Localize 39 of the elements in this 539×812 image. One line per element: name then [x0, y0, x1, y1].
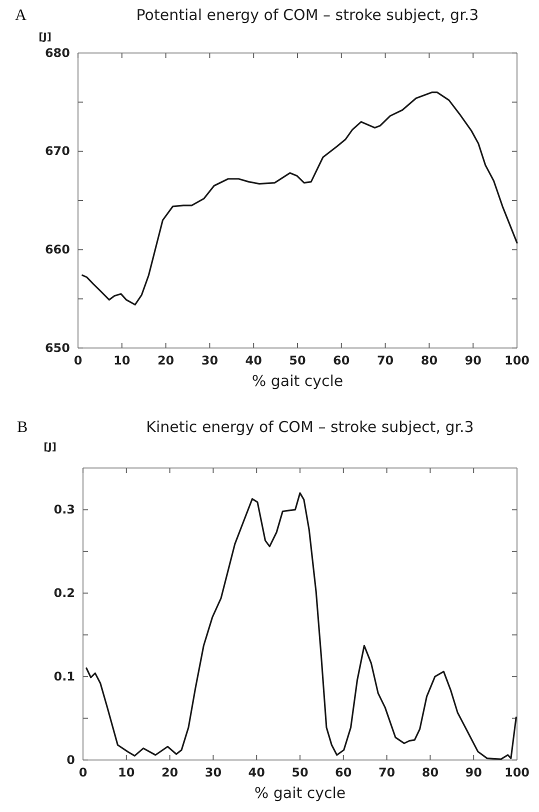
x-axis-title: % gait cycle	[254, 784, 346, 802]
y-tick-label: 680	[44, 46, 70, 60]
text: B	[17, 419, 28, 436]
x-tick-label: 20	[157, 354, 174, 368]
text: A	[15, 7, 27, 24]
x-tick-label: 90	[464, 354, 482, 368]
x-tick-label: 30	[204, 766, 222, 780]
y-tick-label: 670	[44, 144, 70, 158]
y-tick-label: 0.1	[54, 669, 75, 684]
y-axis-title: [J]	[38, 32, 52, 43]
chart-title: Potential energy of COM – stroke subject, gr.3	[136, 6, 479, 24]
chart-title: Kinetic energy of COM – stroke subject, gr.3	[146, 418, 474, 436]
x-tick-label: 100	[504, 354, 530, 368]
x-tick-label: 30	[201, 354, 218, 368]
line-series	[82, 92, 518, 306]
y-axis-title: [J]	[44, 442, 56, 453]
x-tick-label: 50	[292, 766, 308, 780]
x-tick-label: 90	[465, 766, 482, 780]
x-tick-label: 40	[248, 766, 265, 780]
x-tick-label: 80	[420, 354, 438, 368]
y-tick-label: 660	[44, 242, 70, 257]
x-tick-label: 70	[376, 354, 394, 368]
x-tick-label: 10	[118, 766, 135, 780]
x-tick-label: 10	[114, 354, 130, 368]
x-tick-label: 60	[335, 766, 352, 780]
y-tick-label: 0.3	[54, 502, 75, 517]
y-tick-label: 0	[66, 752, 75, 767]
x-tick-label: 80	[422, 766, 439, 780]
x-tick-label: 60	[333, 354, 350, 368]
y-tick-label: 650	[44, 340, 70, 355]
x-tick-label: 20	[161, 766, 178, 780]
x-tick-label: 40	[245, 354, 262, 368]
x-tick-label: 50	[289, 354, 306, 368]
x-tick-label: 70	[378, 766, 396, 780]
line-series	[86, 492, 517, 760]
y-tick-label: 0.2	[54, 586, 75, 600]
x-tick-label: 0	[78, 766, 88, 780]
x-tick-label: 100	[504, 766, 530, 780]
x-axis-title: % gait cycle	[252, 372, 344, 390]
